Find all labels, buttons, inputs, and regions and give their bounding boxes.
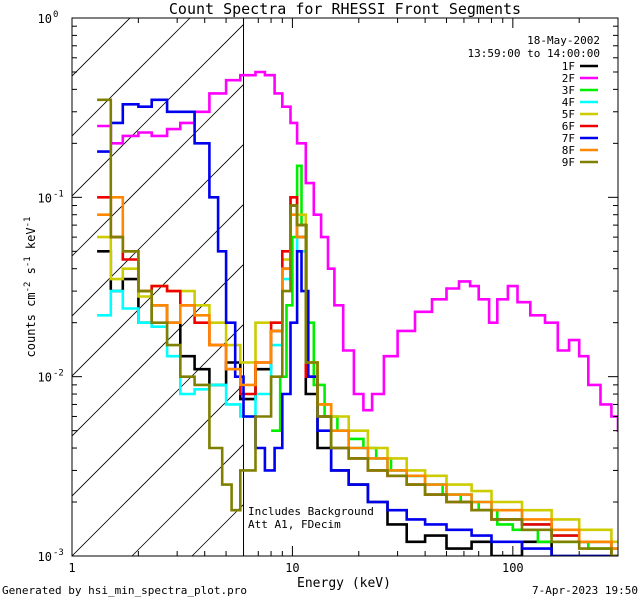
y-tick-exponent: -2	[53, 369, 64, 379]
hatch-line	[72, 383, 244, 556]
legend-label-3F: 3F	[562, 84, 575, 97]
x-axis-label: Energy (keV)	[297, 576, 391, 591]
series-line-8F	[97, 196, 618, 550]
hatch-line	[131, 443, 244, 556]
y-tick-label: 10	[38, 371, 52, 385]
y-tick-label: 10	[38, 550, 52, 564]
hatch-line	[72, 23, 244, 197]
hatch-line	[312, 0, 640, 556]
legend-label-9F: 9F	[562, 156, 575, 169]
hatch-line	[72, 323, 244, 497]
x-tick-label: 100	[502, 561, 524, 575]
hatch-line	[372, 0, 640, 556]
legend-label-1F: 1F	[562, 60, 575, 73]
legend-label-6F: 6F	[562, 120, 575, 133]
hatch-line	[72, 263, 244, 437]
legend-label-5F: 5F	[562, 108, 575, 121]
legend-label-4F: 4F	[562, 96, 575, 109]
legend-label-7F: 7F	[562, 132, 575, 145]
legend-label-2F: 2F	[562, 72, 575, 85]
series-line-9F	[97, 98, 618, 556]
hatch-line	[72, 83, 244, 257]
date-label: 18-May-2002	[527, 34, 600, 47]
y-tick-exponent: -1	[53, 189, 64, 199]
y-tick-exponent: 0	[53, 10, 58, 20]
series-line-7F	[97, 98, 618, 556]
annotation-attenuator: Att A1, FDecim	[248, 518, 341, 531]
annotation-background: Includes Background	[248, 505, 374, 518]
time-range-label: 13:59:00 to 14:00:00	[468, 47, 600, 60]
footer-generated-by: Generated by hsi_min_spectra_plot.pro	[2, 584, 248, 597]
y-tick-exponent: -3	[53, 548, 64, 558]
y-tick-label: 10	[38, 191, 52, 205]
series-line-2F	[97, 70, 618, 432]
series-layer	[97, 70, 618, 556]
hatch-line	[72, 203, 244, 377]
hatched-region	[72, 0, 640, 556]
footer-timestamp: 7-Apr-2023 19:50	[532, 584, 638, 597]
y-tick-label: 10	[38, 12, 52, 26]
x-tick-label: 1	[68, 561, 75, 575]
hatch-line	[72, 18, 191, 137]
chart-title: Count Spectra for RHESSI Front Segments	[169, 0, 521, 18]
legend-label-8F: 8F	[562, 144, 575, 157]
hatch-line	[252, 0, 640, 556]
x-tick-label: 10	[285, 561, 299, 575]
series-line-3F	[271, 164, 618, 556]
y-axis-label: counts cm-2 s-1 keV-1	[23, 217, 38, 358]
hatch-line	[432, 0, 640, 556]
plot-frame	[71, 17, 619, 557]
